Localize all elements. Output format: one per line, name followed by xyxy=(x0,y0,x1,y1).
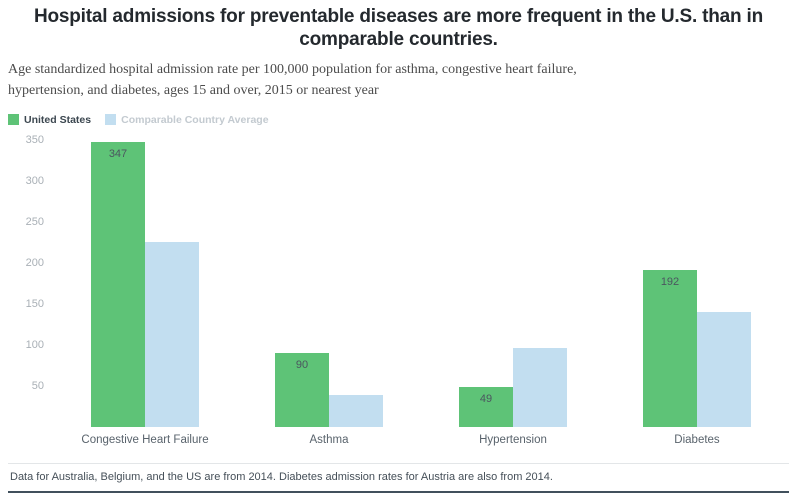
bar-group-diabetes: 192 xyxy=(605,140,789,427)
bar-comparable-country-average-asthma xyxy=(329,394,383,427)
bar-united-states-asthma: 90 xyxy=(275,353,329,427)
legend-swatch-icon xyxy=(105,114,117,126)
y-tick-label: 300 xyxy=(25,174,44,187)
bar-value-label: 49 xyxy=(479,392,493,405)
category-label-diabetes: Diabetes xyxy=(674,433,720,446)
footer: Data for Australia, Belgium, and the US … xyxy=(8,463,789,502)
plot-wrap: 347 90 49 192 Congestive Heart Failure Asthm… xyxy=(53,140,789,446)
page-title: Hospital admissions for preventable dise… xyxy=(33,6,764,51)
bar-value-label: 90 xyxy=(295,359,309,372)
bottom-rule xyxy=(8,491,789,493)
bar-united-states-congestive-heart-failure: 347 xyxy=(91,142,145,427)
y-tick-label: 350 xyxy=(25,133,44,146)
bar-group-congestive-heart-failure: 347 xyxy=(53,140,237,427)
bar-value-label: 347 xyxy=(108,148,128,161)
y-axis: 50 100 150 200 250 300 350 xyxy=(8,134,53,427)
bar-comparable-country-average-hypertension xyxy=(513,348,567,427)
category-label-congestive-heart-failure: Congestive Heart Failure xyxy=(81,433,209,446)
bar-group-asthma: 90 xyxy=(237,140,421,427)
bar-comparable-country-average-diabetes xyxy=(697,312,751,427)
bar-comparable-country-average-congestive-heart-failure xyxy=(145,242,199,427)
chart-subtitle: Age standardized hospital admission rate… xyxy=(8,62,577,98)
footer-note: Data for Australia, Belgium, and the US … xyxy=(8,463,789,491)
y-tick-label: 200 xyxy=(25,256,44,269)
legend-item-comparable-country-average: Comparable Country Average xyxy=(105,113,269,126)
y-tick-label: 50 xyxy=(31,379,44,392)
y-tick-label: 250 xyxy=(25,215,44,228)
bar-value-label: 192 xyxy=(660,275,680,288)
category-axis: Congestive Heart Failure Asthma Hypertensi… xyxy=(53,434,789,446)
bar-united-states-hypertension: 49 xyxy=(459,386,513,427)
chart-legend: United States Comparable Country Average xyxy=(8,114,789,126)
legend-item-united-states: United States xyxy=(8,114,91,126)
bar-united-states-diabetes: 192 xyxy=(643,269,697,427)
legend-label: United States xyxy=(24,113,92,126)
category-label-hypertension: Hypertension xyxy=(479,433,547,446)
y-tick-label: 150 xyxy=(25,297,44,310)
legend-swatch-icon xyxy=(8,114,19,126)
bar-group-hypertension: 49 xyxy=(421,140,605,427)
category-label-asthma: Asthma xyxy=(309,433,349,446)
y-tick-label: 100 xyxy=(25,338,44,351)
legend-label: Comparable Country Average xyxy=(121,113,269,126)
plot-area: 347 90 49 192 xyxy=(53,140,789,427)
bar-chart: 50 100 150 200 250 300 350 347 90 49 192 Congesti… xyxy=(8,134,789,446)
footer-gap xyxy=(8,493,789,502)
